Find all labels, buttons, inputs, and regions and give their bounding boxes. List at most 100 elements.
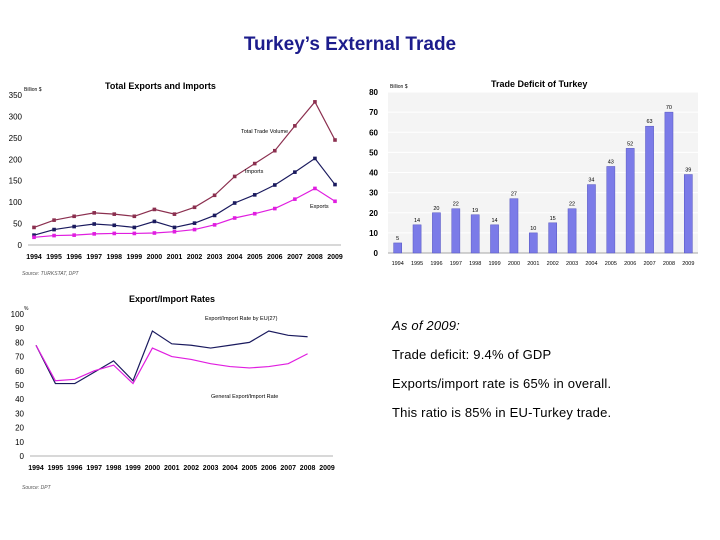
data-point <box>112 212 117 216</box>
data-label: 14 <box>414 218 420 224</box>
x-tick-label: 2005 <box>605 261 617 267</box>
x-tick-label: 1996 <box>67 465 83 472</box>
x-tick-label: 1998 <box>469 261 481 267</box>
x-tick-label: 2007 <box>280 465 296 472</box>
x-tick-label: 1999 <box>127 254 143 261</box>
data-point <box>32 235 36 240</box>
x-tick-label: 1997 <box>86 465 102 472</box>
x-tick-label: 1994 <box>26 254 42 261</box>
x-tick-label: 2000 <box>508 261 520 267</box>
data-label: 20 <box>433 206 439 212</box>
x-tick-label: 2006 <box>267 254 283 261</box>
data-point <box>212 223 217 227</box>
x-tick-label: 2009 <box>682 261 694 267</box>
bar <box>664 111 674 254</box>
data-point <box>333 199 337 204</box>
bar <box>432 212 441 254</box>
key-facts: As of 2009: Trade deficit: 9.4% of GDP E… <box>392 318 611 434</box>
y-tick-label: 80 <box>15 338 24 347</box>
x-tick-label: 2001 <box>164 465 180 472</box>
data-point <box>72 214 76 219</box>
data-point <box>92 232 96 236</box>
bar <box>548 222 558 254</box>
data-point <box>192 221 197 225</box>
x-tick-label: 1999 <box>125 465 141 472</box>
y-tick-label: 250 <box>9 134 23 143</box>
y-tick-label: 100 <box>11 310 25 319</box>
data-point <box>333 182 337 187</box>
data-point <box>92 222 96 226</box>
data-point <box>212 193 217 198</box>
series-line <box>33 157 336 236</box>
x-tick-label: 1998 <box>106 465 122 472</box>
y-tick-label: 10 <box>15 438 24 447</box>
data-point <box>112 223 117 228</box>
data-point <box>32 233 36 237</box>
y-axis-label: % <box>24 306 29 312</box>
data-point <box>52 233 56 238</box>
x-tick-label: 1998 <box>106 254 122 261</box>
data-point <box>313 186 317 191</box>
y-tick-label: 70 <box>15 353 24 362</box>
bar <box>606 166 616 254</box>
data-point <box>112 231 117 236</box>
data-point <box>252 161 257 166</box>
y-axis-label: Billion $ <box>24 87 42 93</box>
data-point <box>293 170 297 174</box>
y-tick-label: 0 <box>374 249 379 258</box>
series-label: Exports <box>310 204 329 210</box>
x-tick-label: 2008 <box>300 465 316 472</box>
data-label: 15 <box>550 216 556 222</box>
x-tick-label: 2002 <box>183 465 199 472</box>
data-point <box>252 193 257 197</box>
y-tick-label: 20 <box>369 209 378 218</box>
data-point <box>212 213 217 218</box>
chart-title: Total Exports and Imports <box>105 81 216 91</box>
y-axis-label: Billion $ <box>390 84 408 90</box>
data-point <box>313 100 317 104</box>
y-tick-label: 40 <box>15 395 24 404</box>
data-point <box>132 214 137 219</box>
bar <box>587 184 596 254</box>
data-point <box>132 225 137 230</box>
y-tick-label: 40 <box>369 169 378 178</box>
data-label: 22 <box>453 202 459 208</box>
chart-title: Export/Import Rates <box>129 294 215 304</box>
series-label: Total Trade Volume <box>241 129 288 135</box>
x-tick-label: 2004 <box>222 465 238 472</box>
data-point <box>172 212 177 216</box>
bar <box>509 198 519 254</box>
x-tick-label: 2009 <box>327 254 343 261</box>
x-tick-label: 2002 <box>187 254 203 261</box>
data-point <box>333 138 337 142</box>
data-point <box>52 218 56 222</box>
data-label: 34 <box>588 178 594 184</box>
data-label: 52 <box>627 141 633 147</box>
y-tick-label: 70 <box>369 108 378 117</box>
series-line <box>35 344 308 385</box>
bar <box>470 214 480 254</box>
note-overall-rate: Exports/import rate is 65% in overall. <box>392 376 612 391</box>
bar <box>393 242 403 254</box>
data-label: 43 <box>608 159 614 165</box>
note-trade-deficit: Trade deficit: 9.4% of GDP <box>392 347 552 362</box>
y-tick-label: 150 <box>9 177 23 186</box>
x-tick-label: 2001 <box>527 261 539 267</box>
source-note: Source: TURKSTAT, DPT <box>22 271 80 277</box>
data-point <box>152 207 157 212</box>
data-label: 10 <box>530 226 536 232</box>
data-point <box>232 174 237 179</box>
data-label: 14 <box>492 218 498 224</box>
y-tick-label: 90 <box>15 324 24 333</box>
source-note: Source: DPT <box>22 485 52 491</box>
y-tick-label: 300 <box>9 112 23 121</box>
bar <box>528 232 538 254</box>
x-tick-label: 1995 <box>411 261 423 267</box>
x-tick-label: 2006 <box>624 261 636 267</box>
y-tick-label: 10 <box>369 229 378 238</box>
y-tick-label: 60 <box>15 367 24 376</box>
y-tick-label: 350 <box>9 91 23 100</box>
x-tick-label: 1996 <box>66 254 82 261</box>
y-tick-label: 0 <box>20 452 25 461</box>
bar <box>490 224 499 254</box>
